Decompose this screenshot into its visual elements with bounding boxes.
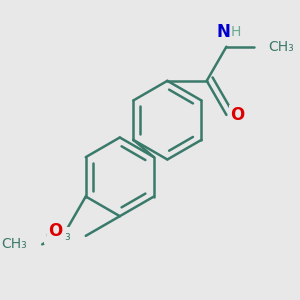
- Text: O: O: [230, 106, 244, 124]
- Text: O: O: [48, 222, 62, 240]
- Text: CH₃: CH₃: [45, 229, 71, 243]
- Text: H: H: [231, 25, 242, 39]
- Text: N: N: [217, 22, 231, 40]
- Text: CH₃: CH₃: [2, 237, 28, 251]
- Text: CH₃: CH₃: [269, 40, 295, 54]
